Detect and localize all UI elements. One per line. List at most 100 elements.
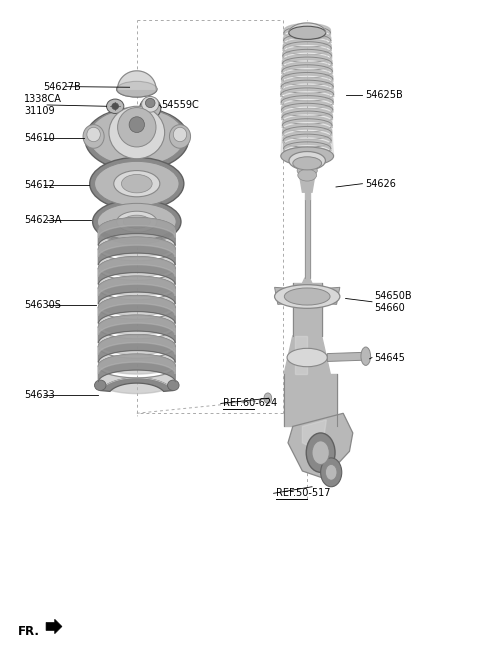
Ellipse shape <box>114 171 160 197</box>
Polygon shape <box>98 218 175 245</box>
Ellipse shape <box>289 152 325 170</box>
Ellipse shape <box>109 106 165 159</box>
Polygon shape <box>282 101 333 113</box>
Polygon shape <box>98 276 175 304</box>
Polygon shape <box>46 619 62 634</box>
Ellipse shape <box>121 174 152 193</box>
Polygon shape <box>98 308 175 335</box>
Polygon shape <box>302 420 326 453</box>
Polygon shape <box>281 85 334 97</box>
Polygon shape <box>327 352 368 361</box>
Polygon shape <box>288 413 353 478</box>
Ellipse shape <box>284 288 330 305</box>
Ellipse shape <box>275 285 340 308</box>
Ellipse shape <box>173 127 187 142</box>
Polygon shape <box>281 33 334 156</box>
Polygon shape <box>98 237 175 265</box>
Text: 54650B
54660: 54650B 54660 <box>374 291 412 312</box>
Polygon shape <box>98 316 175 335</box>
Text: 54625B: 54625B <box>365 90 403 100</box>
Ellipse shape <box>95 161 179 206</box>
Polygon shape <box>302 278 312 283</box>
Ellipse shape <box>117 81 157 97</box>
Polygon shape <box>283 124 332 136</box>
Ellipse shape <box>306 433 335 472</box>
Polygon shape <box>305 192 310 200</box>
Polygon shape <box>282 62 333 74</box>
Polygon shape <box>98 346 175 374</box>
Polygon shape <box>98 237 175 257</box>
Ellipse shape <box>140 98 161 119</box>
Ellipse shape <box>117 211 157 232</box>
Polygon shape <box>322 287 340 304</box>
Ellipse shape <box>123 215 150 228</box>
Text: 54610: 54610 <box>24 133 55 143</box>
Ellipse shape <box>85 108 189 171</box>
Polygon shape <box>118 71 156 89</box>
Ellipse shape <box>83 125 104 148</box>
Ellipse shape <box>118 108 156 147</box>
Polygon shape <box>98 218 175 237</box>
Polygon shape <box>298 163 317 192</box>
Ellipse shape <box>97 203 176 240</box>
Ellipse shape <box>288 26 325 39</box>
Polygon shape <box>284 139 331 151</box>
Polygon shape <box>98 268 175 296</box>
Ellipse shape <box>145 98 155 108</box>
Ellipse shape <box>281 147 334 165</box>
Polygon shape <box>149 108 152 119</box>
Polygon shape <box>98 256 175 284</box>
Ellipse shape <box>142 96 159 112</box>
Polygon shape <box>275 287 293 304</box>
Ellipse shape <box>264 393 272 403</box>
Ellipse shape <box>325 464 337 480</box>
Ellipse shape <box>298 169 317 181</box>
Polygon shape <box>98 335 175 354</box>
Polygon shape <box>98 288 175 316</box>
Text: 54626: 54626 <box>365 178 396 189</box>
Polygon shape <box>98 335 175 362</box>
Polygon shape <box>98 230 175 257</box>
Ellipse shape <box>321 458 342 487</box>
Ellipse shape <box>297 160 318 172</box>
Ellipse shape <box>293 157 322 170</box>
Polygon shape <box>98 316 175 343</box>
Text: 1338CA
31109: 1338CA 31109 <box>24 94 62 115</box>
Polygon shape <box>282 54 332 66</box>
Ellipse shape <box>87 127 100 142</box>
Ellipse shape <box>312 441 329 464</box>
Ellipse shape <box>95 380 106 390</box>
Polygon shape <box>98 327 175 355</box>
Text: FR.: FR. <box>18 625 40 638</box>
Polygon shape <box>284 336 330 374</box>
Polygon shape <box>98 249 175 277</box>
Polygon shape <box>284 374 337 426</box>
Ellipse shape <box>90 157 184 210</box>
Polygon shape <box>98 296 175 316</box>
Ellipse shape <box>297 165 317 176</box>
Polygon shape <box>305 200 310 278</box>
Polygon shape <box>281 93 333 105</box>
Polygon shape <box>98 366 175 394</box>
Text: 54633: 54633 <box>24 390 55 400</box>
Polygon shape <box>282 70 333 82</box>
Polygon shape <box>283 39 331 51</box>
Polygon shape <box>283 132 331 144</box>
Polygon shape <box>282 116 332 128</box>
Ellipse shape <box>361 347 371 365</box>
Text: 54612: 54612 <box>24 180 55 190</box>
Text: 54627B: 54627B <box>43 81 81 92</box>
Ellipse shape <box>169 125 191 148</box>
Ellipse shape <box>168 380 179 390</box>
Text: 54623A: 54623A <box>24 215 61 225</box>
Polygon shape <box>289 23 325 33</box>
Ellipse shape <box>93 199 181 244</box>
Polygon shape <box>284 24 330 35</box>
Polygon shape <box>100 378 173 392</box>
Ellipse shape <box>89 108 185 166</box>
Polygon shape <box>284 31 331 43</box>
Polygon shape <box>98 354 175 382</box>
Polygon shape <box>284 147 330 159</box>
Text: 54559C: 54559C <box>161 100 199 110</box>
Polygon shape <box>98 354 175 374</box>
